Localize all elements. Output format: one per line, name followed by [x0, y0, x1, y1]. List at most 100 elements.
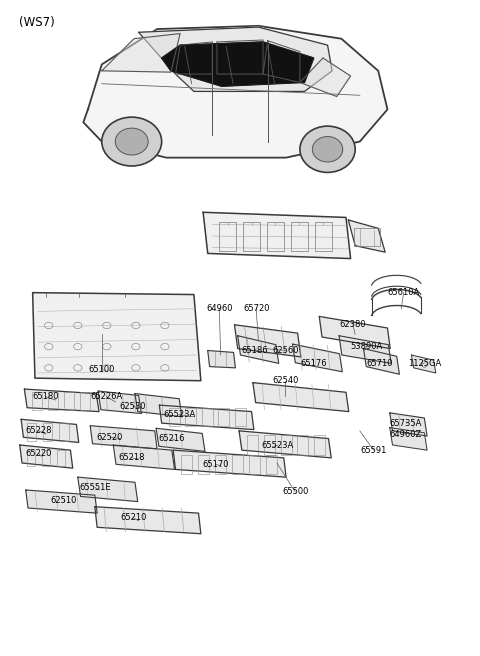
Text: 65610A: 65610A	[387, 288, 420, 297]
Polygon shape	[135, 394, 182, 417]
Polygon shape	[95, 506, 201, 534]
Polygon shape	[156, 428, 205, 451]
Text: 65591: 65591	[360, 445, 387, 455]
Bar	[249, 455, 260, 474]
Polygon shape	[208, 350, 235, 368]
Polygon shape	[238, 336, 279, 363]
Bar	[202, 408, 213, 426]
Polygon shape	[176, 42, 212, 74]
Text: 65186: 65186	[241, 346, 268, 355]
Bar	[264, 436, 275, 455]
Text: 65100: 65100	[89, 365, 115, 375]
Text: 62560: 62560	[273, 346, 300, 355]
Text: 65500: 65500	[282, 487, 309, 497]
Text: 65220: 65220	[25, 449, 51, 458]
Text: 65523A: 65523A	[262, 441, 294, 449]
Bar	[32, 392, 42, 409]
Text: (WS7): (WS7)	[19, 16, 55, 30]
Text: 65523A: 65523A	[163, 410, 195, 419]
Text: 65180: 65180	[32, 392, 59, 401]
Bar	[243, 222, 260, 251]
Bar	[291, 222, 308, 251]
Polygon shape	[84, 26, 387, 157]
Polygon shape	[411, 355, 436, 373]
Bar	[280, 436, 292, 455]
Text: 65218: 65218	[119, 453, 145, 462]
Polygon shape	[203, 213, 350, 258]
Text: 53890A: 53890A	[350, 342, 383, 350]
Bar	[219, 222, 236, 251]
Bar	[315, 222, 332, 251]
Bar	[64, 392, 74, 409]
Polygon shape	[33, 293, 201, 380]
Polygon shape	[390, 413, 427, 436]
Polygon shape	[162, 42, 314, 87]
Bar	[218, 408, 229, 426]
Bar	[57, 450, 65, 466]
Bar	[27, 422, 36, 441]
Ellipse shape	[300, 126, 355, 173]
Ellipse shape	[102, 117, 162, 166]
Text: 62530: 62530	[120, 402, 146, 411]
Text: 65228: 65228	[25, 426, 51, 436]
Polygon shape	[159, 405, 254, 430]
Polygon shape	[217, 40, 263, 74]
Polygon shape	[292, 344, 342, 372]
Polygon shape	[390, 428, 427, 450]
Bar	[60, 422, 69, 441]
Bar	[267, 222, 284, 251]
Bar	[168, 408, 180, 426]
Text: 65551E: 65551E	[79, 483, 111, 492]
Text: 64960Z: 64960Z	[390, 430, 422, 439]
Polygon shape	[348, 220, 385, 252]
Bar	[198, 455, 209, 474]
Polygon shape	[363, 348, 399, 375]
Text: 62520: 62520	[97, 433, 123, 441]
Bar	[185, 408, 196, 426]
Polygon shape	[113, 445, 175, 470]
Text: 65735A: 65735A	[390, 419, 422, 428]
Polygon shape	[234, 325, 301, 357]
Polygon shape	[98, 391, 142, 413]
Bar	[42, 450, 50, 466]
Bar	[181, 455, 192, 474]
Text: 65226A: 65226A	[90, 392, 122, 401]
Polygon shape	[300, 58, 350, 96]
Ellipse shape	[115, 128, 148, 155]
Polygon shape	[319, 316, 390, 348]
Bar	[215, 455, 226, 474]
Polygon shape	[102, 33, 180, 72]
Bar	[247, 436, 258, 455]
Polygon shape	[339, 336, 391, 363]
Text: 65210: 65210	[120, 513, 146, 522]
Text: 62540: 62540	[272, 377, 299, 385]
Text: 62380: 62380	[339, 320, 366, 329]
Bar	[266, 455, 277, 474]
Bar	[43, 422, 52, 441]
Bar	[80, 392, 90, 409]
Polygon shape	[78, 477, 138, 502]
Polygon shape	[253, 382, 349, 411]
Polygon shape	[20, 445, 73, 468]
Bar	[314, 436, 325, 455]
Text: 65216: 65216	[158, 434, 185, 443]
Polygon shape	[90, 426, 157, 449]
Ellipse shape	[312, 136, 343, 162]
Polygon shape	[173, 450, 286, 477]
Bar	[235, 408, 246, 426]
Bar	[354, 228, 380, 246]
Text: 62510: 62510	[51, 496, 77, 504]
Bar	[232, 455, 243, 474]
Bar	[48, 392, 58, 409]
Text: 65170: 65170	[203, 460, 229, 469]
Text: 65176: 65176	[300, 359, 327, 368]
Polygon shape	[26, 490, 97, 513]
Polygon shape	[263, 41, 300, 83]
Text: 1125GA: 1125GA	[408, 359, 441, 368]
Polygon shape	[21, 419, 79, 442]
Bar	[27, 450, 36, 466]
Text: 64960: 64960	[206, 304, 232, 313]
Polygon shape	[24, 389, 99, 411]
Text: 65710: 65710	[366, 359, 393, 368]
Bar	[297, 436, 308, 455]
